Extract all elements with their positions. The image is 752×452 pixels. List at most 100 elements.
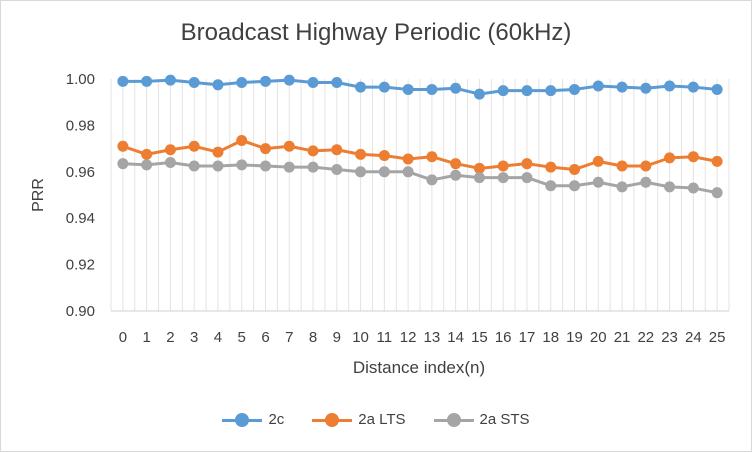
series-1 [117, 134, 723, 175]
data-point [592, 80, 604, 92]
legend-label: 2a STS [479, 411, 530, 428]
legend-swatch [433, 412, 474, 427]
data-point [521, 158, 533, 170]
legend-swatch [312, 412, 353, 427]
x-tick-label: 19 [566, 329, 583, 346]
x-tick-label: 1 [142, 329, 150, 346]
data-point [545, 85, 557, 97]
chart-title: Broadcast Highway Periodic (60kHz) [180, 19, 572, 46]
data-point [426, 151, 438, 163]
x-axis-label: Distance index(n) [353, 358, 485, 377]
data-point [402, 153, 414, 165]
data-point [711, 155, 723, 167]
data-point [402, 83, 414, 95]
legend-marker [325, 412, 340, 427]
x-tick-label: 18 [542, 329, 559, 346]
data-point [236, 76, 248, 88]
y-tick-label: 0.90 [66, 303, 95, 320]
y-tick-label: 0.96 [66, 164, 95, 181]
data-point [141, 75, 153, 87]
data-point [569, 83, 580, 95]
series-2 [117, 157, 723, 199]
x-tick-label: 17 [519, 329, 536, 346]
data-point [212, 79, 224, 91]
data-point [616, 181, 628, 193]
data-point [569, 180, 580, 192]
legend-label: 2a LTS [358, 411, 406, 428]
y-axis: 0.90 0.92 0.94 0.96 0.98 1.00 [66, 71, 95, 320]
data-point [378, 150, 390, 162]
data-point [283, 161, 295, 173]
data-point [260, 75, 271, 87]
data-point [260, 143, 271, 155]
data-point [355, 148, 367, 160]
data-point [188, 140, 200, 152]
data-point [331, 163, 343, 175]
x-tick-label: 16 [495, 329, 512, 346]
data-point [355, 166, 367, 178]
data-point [664, 152, 676, 164]
data-point [117, 140, 129, 152]
data-point [569, 163, 580, 175]
data-point [141, 159, 153, 171]
x-tick-label: 9 [333, 329, 341, 346]
x-tick-label: 7 [285, 329, 293, 346]
data-point [236, 159, 248, 171]
data-point [640, 160, 652, 172]
data-point [307, 76, 319, 88]
data-point [545, 180, 557, 192]
data-point [331, 144, 343, 156]
data-point [640, 176, 652, 188]
data-point [188, 76, 200, 88]
line-chart: 0.900.920.940.960.981.00 0 1 2 3 4 5 6 7 8 9 10 11 1… [30, 71, 730, 377]
legend-label: 2c [268, 411, 285, 428]
data-point [687, 81, 699, 93]
data-point [307, 145, 319, 157]
data-point [426, 174, 438, 186]
data-point [711, 187, 723, 199]
x-tick-label: 4 [214, 329, 222, 346]
data-point [212, 146, 224, 158]
x-tick-label: 11 [377, 329, 393, 346]
data-point [188, 160, 200, 172]
data-point [592, 155, 604, 167]
data-point [521, 172, 533, 184]
data-point [664, 80, 676, 92]
y-tick-label: 0.94 [66, 210, 95, 227]
legend-item: 2c [222, 411, 284, 428]
x-tick-label: 0 [119, 329, 127, 346]
data-point [212, 160, 224, 172]
data-point [616, 160, 628, 172]
x-tick-label: 14 [447, 329, 464, 346]
data-point [426, 83, 438, 95]
legend-marker [235, 412, 250, 427]
legend-item: 2a LTS [312, 411, 406, 428]
x-tick-label: 10 [352, 329, 369, 346]
legend: 2c 2a LTS 2a STS [1, 411, 751, 428]
y-axis-label: PRR [30, 178, 47, 212]
data-point [616, 81, 628, 93]
data-point [117, 158, 129, 170]
data-point [378, 166, 390, 178]
data-point [164, 74, 176, 86]
data-point [450, 169, 462, 181]
x-tick-label: 13 [424, 329, 441, 346]
data-point [497, 85, 509, 97]
data-point [283, 74, 295, 86]
data-point [260, 160, 271, 172]
legend-swatch [222, 412, 263, 427]
x-tick-label: 3 [190, 329, 198, 346]
data-point [450, 158, 462, 170]
data-point [592, 176, 604, 188]
data-point [141, 148, 153, 160]
data-point [640, 82, 652, 94]
data-point [236, 134, 248, 146]
data-point [545, 161, 557, 173]
x-tick-label: 8 [309, 329, 317, 346]
data-point [473, 88, 485, 100]
data-point [164, 144, 176, 156]
legend-item: 2a STS [433, 411, 530, 428]
legend-marker [446, 412, 461, 427]
x-tick-label: 5 [238, 329, 246, 346]
